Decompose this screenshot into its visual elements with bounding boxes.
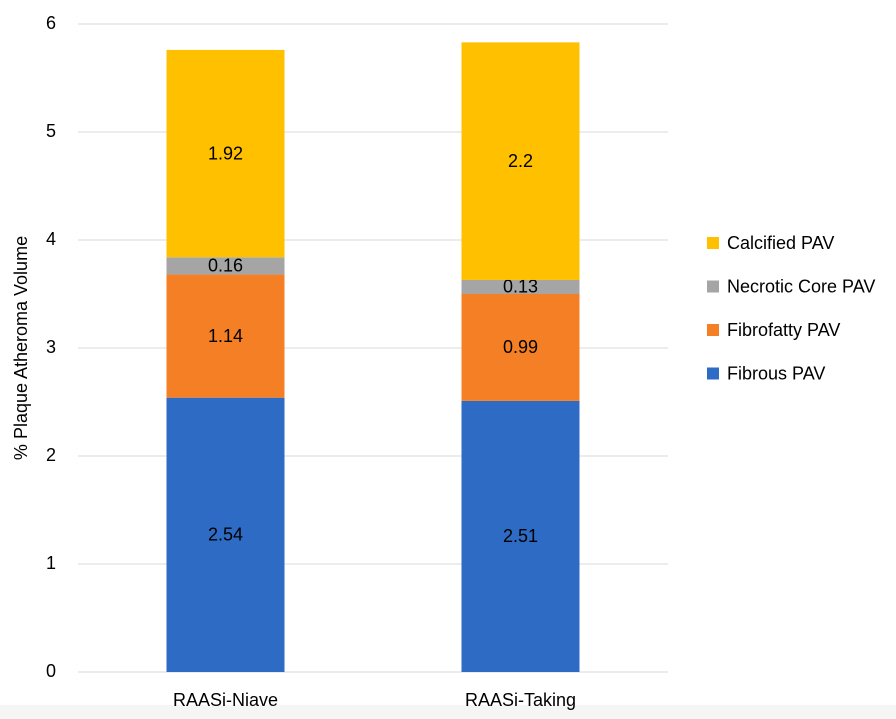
y-tick-label: 3 xyxy=(46,337,56,357)
bar-segment xyxy=(461,42,580,280)
legend-swatch xyxy=(707,280,719,293)
y-tick-label: 0 xyxy=(46,661,56,681)
legend-label: Necrotic Core PAV xyxy=(727,276,875,296)
data-label: 1.92 xyxy=(208,143,243,163)
bar-segment xyxy=(461,294,580,401)
data-label: 0.13 xyxy=(503,277,538,297)
data-label: 2.51 xyxy=(503,526,538,546)
y-tick-label: 5 xyxy=(46,121,56,141)
legend-swatch xyxy=(707,367,719,380)
legend-label: Fibrous PAV xyxy=(727,363,825,383)
legend-swatch xyxy=(707,324,719,336)
bar-segment xyxy=(166,257,285,275)
footer-band xyxy=(0,705,896,719)
bar-segment xyxy=(461,279,580,294)
x-tick-label: RAASi-Niave xyxy=(173,690,278,710)
y-tick-label: 2 xyxy=(46,445,56,465)
data-label: 2.54 xyxy=(208,525,243,545)
data-label: 0.16 xyxy=(208,256,243,276)
data-label: 2.2 xyxy=(508,151,533,171)
y-tick-label: 1 xyxy=(46,553,56,573)
data-label: 0.99 xyxy=(503,337,538,357)
legend-label: Calcified PAV xyxy=(727,233,834,253)
y-tick-label: 6 xyxy=(46,13,56,33)
bar-segment xyxy=(166,397,285,672)
bar-segment xyxy=(461,400,580,672)
bar-segment xyxy=(166,49,285,258)
bar-segment xyxy=(166,274,285,398)
legend-swatch xyxy=(707,237,719,249)
legend-label: Fibrofatty PAV xyxy=(727,320,840,340)
x-tick-label: RAASi-Taking xyxy=(465,690,576,710)
data-label: 1.14 xyxy=(208,326,243,346)
y-tick-label: 4 xyxy=(46,229,56,249)
y-axis-label: % Plaque Atheroma Volume xyxy=(11,236,31,460)
